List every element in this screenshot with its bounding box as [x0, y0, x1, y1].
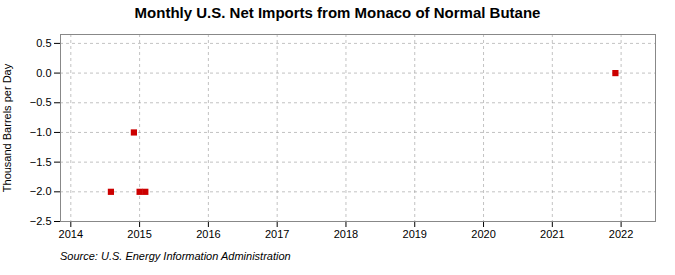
svg-text:2014: 2014: [59, 228, 83, 240]
html-text:Monthly U.S. Net Imports from: Monthly U.S. Net Imports from Monaco of …: [134, 4, 541, 21]
svg-text:0.0: 0.0: [36, 67, 51, 79]
svg-text:0.5: 0.5: [36, 37, 51, 49]
svg-text:2015: 2015: [127, 228, 151, 240]
svg-text:2021: 2021: [540, 228, 564, 240]
svg-text:−1.0: −1.0: [30, 126, 52, 138]
svg-text:−2.0: −2.0: [30, 185, 52, 197]
html-text:Source: U.S. Energy Informatio: Source: U.S. Energy Information Administ…: [60, 250, 291, 262]
svg-text:2020: 2020: [471, 228, 495, 240]
svg-text:−2.5: −2.5: [30, 215, 52, 227]
svg-text:−0.5: −0.5: [30, 96, 52, 108]
svg-text:2022: 2022: [609, 228, 633, 240]
svg-text:Thousand Barrels per Day: Thousand Barrels per Day: [1, 63, 13, 192]
svg-text:2018: 2018: [334, 228, 358, 240]
svg-text:2016: 2016: [196, 228, 220, 240]
svg-text:−1.5: −1.5: [30, 156, 52, 168]
svg-text:2019: 2019: [403, 228, 427, 240]
svg-text:2017: 2017: [265, 228, 289, 240]
